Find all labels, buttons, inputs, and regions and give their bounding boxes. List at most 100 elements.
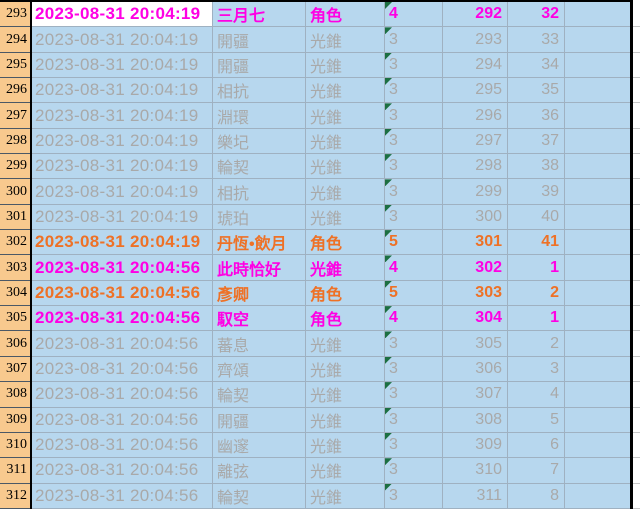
- cell-item-name[interactable]: 丹恆•飲月: [213, 230, 306, 256]
- cell-timestamp[interactable]: 2023-08-31 20:04:19: [32, 128, 213, 155]
- cell-item-category[interactable]: 光錐: [306, 458, 385, 484]
- cell-timestamp[interactable]: 2023-08-31 20:04:19: [32, 2, 213, 28]
- cell-empty[interactable]: [565, 2, 630, 28]
- cell-pull-number[interactable]: 303: [443, 280, 508, 307]
- cell-empty[interactable]: [565, 280, 630, 307]
- cell-pity-count[interactable]: 33: [508, 27, 565, 53]
- cell-item-category[interactable]: 光錐: [306, 52, 385, 79]
- cell-timestamp[interactable]: 2023-08-31 20:04:56: [32, 255, 213, 281]
- cell-timestamp[interactable]: 2023-08-31 20:04:19: [32, 154, 213, 180]
- cell-item-category[interactable]: 光錐: [306, 382, 385, 408]
- cell-pull-number[interactable]: 304: [443, 306, 508, 332]
- cell-pity-count[interactable]: 38: [508, 154, 565, 180]
- cell-item-name[interactable]: 輪契: [213, 382, 306, 408]
- row-header[interactable]: 306: [0, 331, 30, 357]
- cell-pull-number[interactable]: 305: [443, 331, 508, 357]
- row-header[interactable]: 300: [0, 179, 30, 205]
- cell-item-category[interactable]: 光錐: [306, 483, 385, 509]
- cell-pity-count[interactable]: 8: [508, 483, 565, 509]
- cell-empty[interactable]: [565, 204, 630, 231]
- cell-item-category[interactable]: 光錐: [306, 331, 385, 357]
- cell-rarity[interactable]: 3: [385, 103, 443, 129]
- cell-item-name[interactable]: 開疆: [213, 27, 306, 53]
- cell-pull-number[interactable]: 292: [443, 2, 508, 28]
- cell-item-category[interactable]: 光錐: [306, 128, 385, 155]
- cell-rarity[interactable]: 3: [385, 331, 443, 357]
- cell-pity-count[interactable]: 4: [508, 382, 565, 408]
- cell-pull-number[interactable]: 302: [443, 255, 508, 281]
- cell-rarity[interactable]: 3: [385, 179, 443, 205]
- row-header[interactable]: 304: [0, 280, 30, 307]
- cell-timestamp[interactable]: 2023-08-31 20:04:56: [32, 458, 213, 484]
- cell-empty[interactable]: [565, 179, 630, 205]
- cell-item-category[interactable]: 光錐: [306, 432, 385, 459]
- cell-rarity[interactable]: 5: [385, 230, 443, 256]
- cell-item-name[interactable]: 開疆: [213, 407, 306, 433]
- row-header[interactable]: 301: [0, 204, 30, 231]
- cell-item-name[interactable]: 輪契: [213, 483, 306, 509]
- cell-rarity[interactable]: 3: [385, 483, 443, 509]
- cell-item-name[interactable]: 幽邃: [213, 432, 306, 459]
- cell-pity-count[interactable]: 40: [508, 204, 565, 231]
- row-header[interactable]: 309: [0, 407, 30, 433]
- cell-item-category[interactable]: 角色: [306, 306, 385, 332]
- cell-item-category[interactable]: 光錐: [306, 78, 385, 104]
- row-header[interactable]: 307: [0, 356, 30, 383]
- cell-empty[interactable]: [565, 483, 630, 509]
- cell-pity-count[interactable]: 2: [508, 331, 565, 357]
- cell-item-name[interactable]: 離弦: [213, 458, 306, 484]
- cell-empty[interactable]: [565, 154, 630, 180]
- cell-rarity[interactable]: 4: [385, 306, 443, 332]
- cell-rarity[interactable]: 3: [385, 52, 443, 79]
- cell-item-category[interactable]: 光錐: [306, 204, 385, 231]
- cell-rarity[interactable]: 3: [385, 382, 443, 408]
- cell-rarity[interactable]: 3: [385, 128, 443, 155]
- cell-item-name[interactable]: 開疆: [213, 52, 306, 79]
- cell-item-category[interactable]: 光錐: [306, 27, 385, 53]
- row-header[interactable]: 294: [0, 27, 30, 53]
- row-header[interactable]: 293: [0, 2, 30, 28]
- row-header[interactable]: 311: [0, 458, 30, 484]
- cell-timestamp[interactable]: 2023-08-31 20:04:56: [32, 306, 213, 332]
- cell-pity-count[interactable]: 2: [508, 280, 565, 307]
- cell-timestamp[interactable]: 2023-08-31 20:04:19: [32, 179, 213, 205]
- cell-timestamp[interactable]: 2023-08-31 20:04:56: [32, 407, 213, 433]
- cell-rarity[interactable]: 3: [385, 27, 443, 53]
- cell-pity-count[interactable]: 35: [508, 78, 565, 104]
- cell-pity-count[interactable]: 3: [508, 356, 565, 383]
- cell-empty[interactable]: [565, 356, 630, 383]
- cell-empty[interactable]: [565, 458, 630, 484]
- cell-pull-number[interactable]: 295: [443, 78, 508, 104]
- cell-empty[interactable]: [565, 52, 630, 79]
- row-header[interactable]: 299: [0, 154, 30, 180]
- cell-timestamp[interactable]: 2023-08-31 20:04:19: [32, 78, 213, 104]
- cell-timestamp[interactable]: 2023-08-31 20:04:56: [32, 483, 213, 509]
- row-header[interactable]: 297: [0, 103, 30, 129]
- cell-pull-number[interactable]: 298: [443, 154, 508, 180]
- row-header[interactable]: 312: [0, 483, 30, 509]
- cell-timestamp[interactable]: 2023-08-31 20:04:56: [32, 432, 213, 459]
- cell-empty[interactable]: [565, 230, 630, 256]
- cell-rarity[interactable]: 3: [385, 432, 443, 459]
- cell-rarity[interactable]: 3: [385, 154, 443, 180]
- cell-item-category[interactable]: 角色: [306, 2, 385, 28]
- cell-item-name[interactable]: 輪契: [213, 154, 306, 180]
- cell-pull-number[interactable]: 296: [443, 103, 508, 129]
- cell-empty[interactable]: [565, 382, 630, 408]
- cell-item-name[interactable]: 相抗: [213, 179, 306, 205]
- cell-pull-number[interactable]: 299: [443, 179, 508, 205]
- cell-timestamp[interactable]: 2023-08-31 20:04:56: [32, 280, 213, 307]
- cell-item-category[interactable]: 光錐: [306, 154, 385, 180]
- cell-timestamp[interactable]: 2023-08-31 20:04:19: [32, 204, 213, 231]
- cell-timestamp[interactable]: 2023-08-31 20:04:56: [32, 331, 213, 357]
- cell-pity-count[interactable]: 39: [508, 179, 565, 205]
- cell-empty[interactable]: [565, 103, 630, 129]
- cell-empty[interactable]: [565, 27, 630, 53]
- cell-rarity[interactable]: 5: [385, 280, 443, 307]
- row-header[interactable]: 308: [0, 382, 30, 408]
- cell-empty[interactable]: [565, 331, 630, 357]
- cell-empty[interactable]: [565, 255, 630, 281]
- cell-item-category[interactable]: 角色: [306, 280, 385, 307]
- cell-pull-number[interactable]: 293: [443, 27, 508, 53]
- cell-item-name[interactable]: 彥卿: [213, 280, 306, 307]
